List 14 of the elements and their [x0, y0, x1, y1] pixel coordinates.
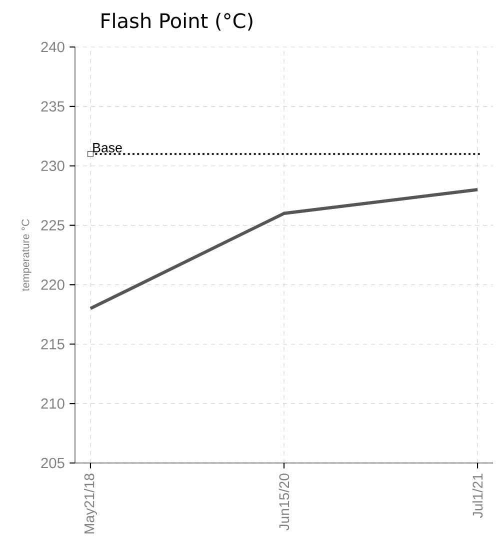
y-tick-label: 210	[41, 398, 64, 409]
y-tick-label: 240	[41, 42, 64, 52]
y-tick-label: 215	[41, 338, 64, 350]
ref-line-label: Base	[93, 143, 122, 152]
y-tick-label: 225	[41, 220, 64, 230]
y-tick-label: 235	[41, 101, 64, 112]
chart-title: Flash Point (°C)	[102, 12, 252, 31]
y-tick-label: 220	[41, 280, 64, 290]
y-tick-label: 230	[41, 160, 64, 172]
y-tick-label: 205	[41, 458, 64, 468]
y-axis-title: temperature °C	[22, 219, 32, 292]
x-tick-label: May21/18	[84, 474, 98, 534]
x-tick-label: Jul1/21	[472, 474, 483, 518]
x-tick-label: Jun15/20	[278, 474, 290, 530]
